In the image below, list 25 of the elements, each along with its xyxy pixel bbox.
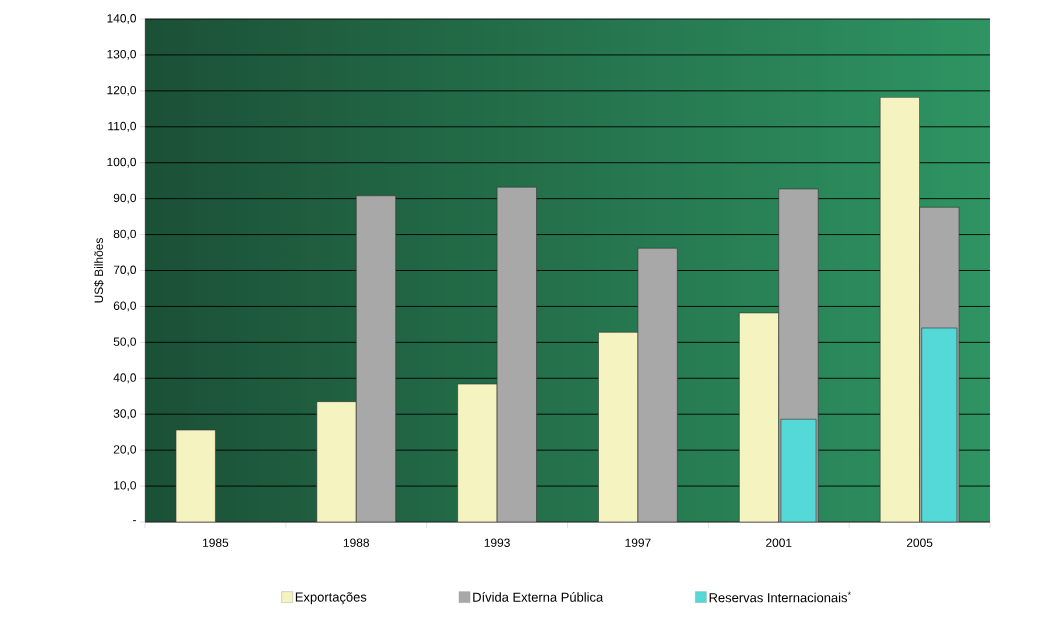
x-tick-label: 1993 <box>484 538 510 547</box>
y-tick-label: 110,0 <box>108 121 137 132</box>
y-tick-label: 30,0 <box>113 409 137 420</box>
x-tick-label: 2005 <box>906 538 933 547</box>
y-tick-label: - <box>133 520 136 522</box>
y-tick-label: 40,0 <box>113 373 137 384</box>
x-tick-label: 1985 <box>203 538 229 547</box>
y-tick-label: 50,0 <box>113 337 137 348</box>
legend-label: Exportações <box>295 592 367 605</box>
x-tick-label: 1997 <box>625 538 651 547</box>
x-tick-label: 1988 <box>343 538 370 547</box>
legend-label: Dívida Externa Pública <box>473 592 604 602</box>
x-tick-label: 2001 <box>766 538 792 547</box>
y-axis-title: US$ Bilhões <box>94 238 104 303</box>
y-tick-label: 80,0 <box>113 229 137 240</box>
legend-label: Reservas Internacionais$^{*}$ <box>709 591 851 603</box>
y-tick-label: 20,0 <box>113 445 137 456</box>
y-tick-label: 60,0 <box>113 301 137 312</box>
y-tick-label: 70,0 <box>113 265 137 276</box>
y-tick-label: 120,0 <box>107 85 137 96</box>
y-tick-label: 10,0 <box>114 481 137 492</box>
y-tick-label: 90,0 <box>113 193 137 204</box>
y-tick-label: 140,0 <box>107 14 137 24</box>
y-tick-label: 130,0 <box>107 49 137 60</box>
y-tick-label: 100,0 <box>107 157 137 168</box>
